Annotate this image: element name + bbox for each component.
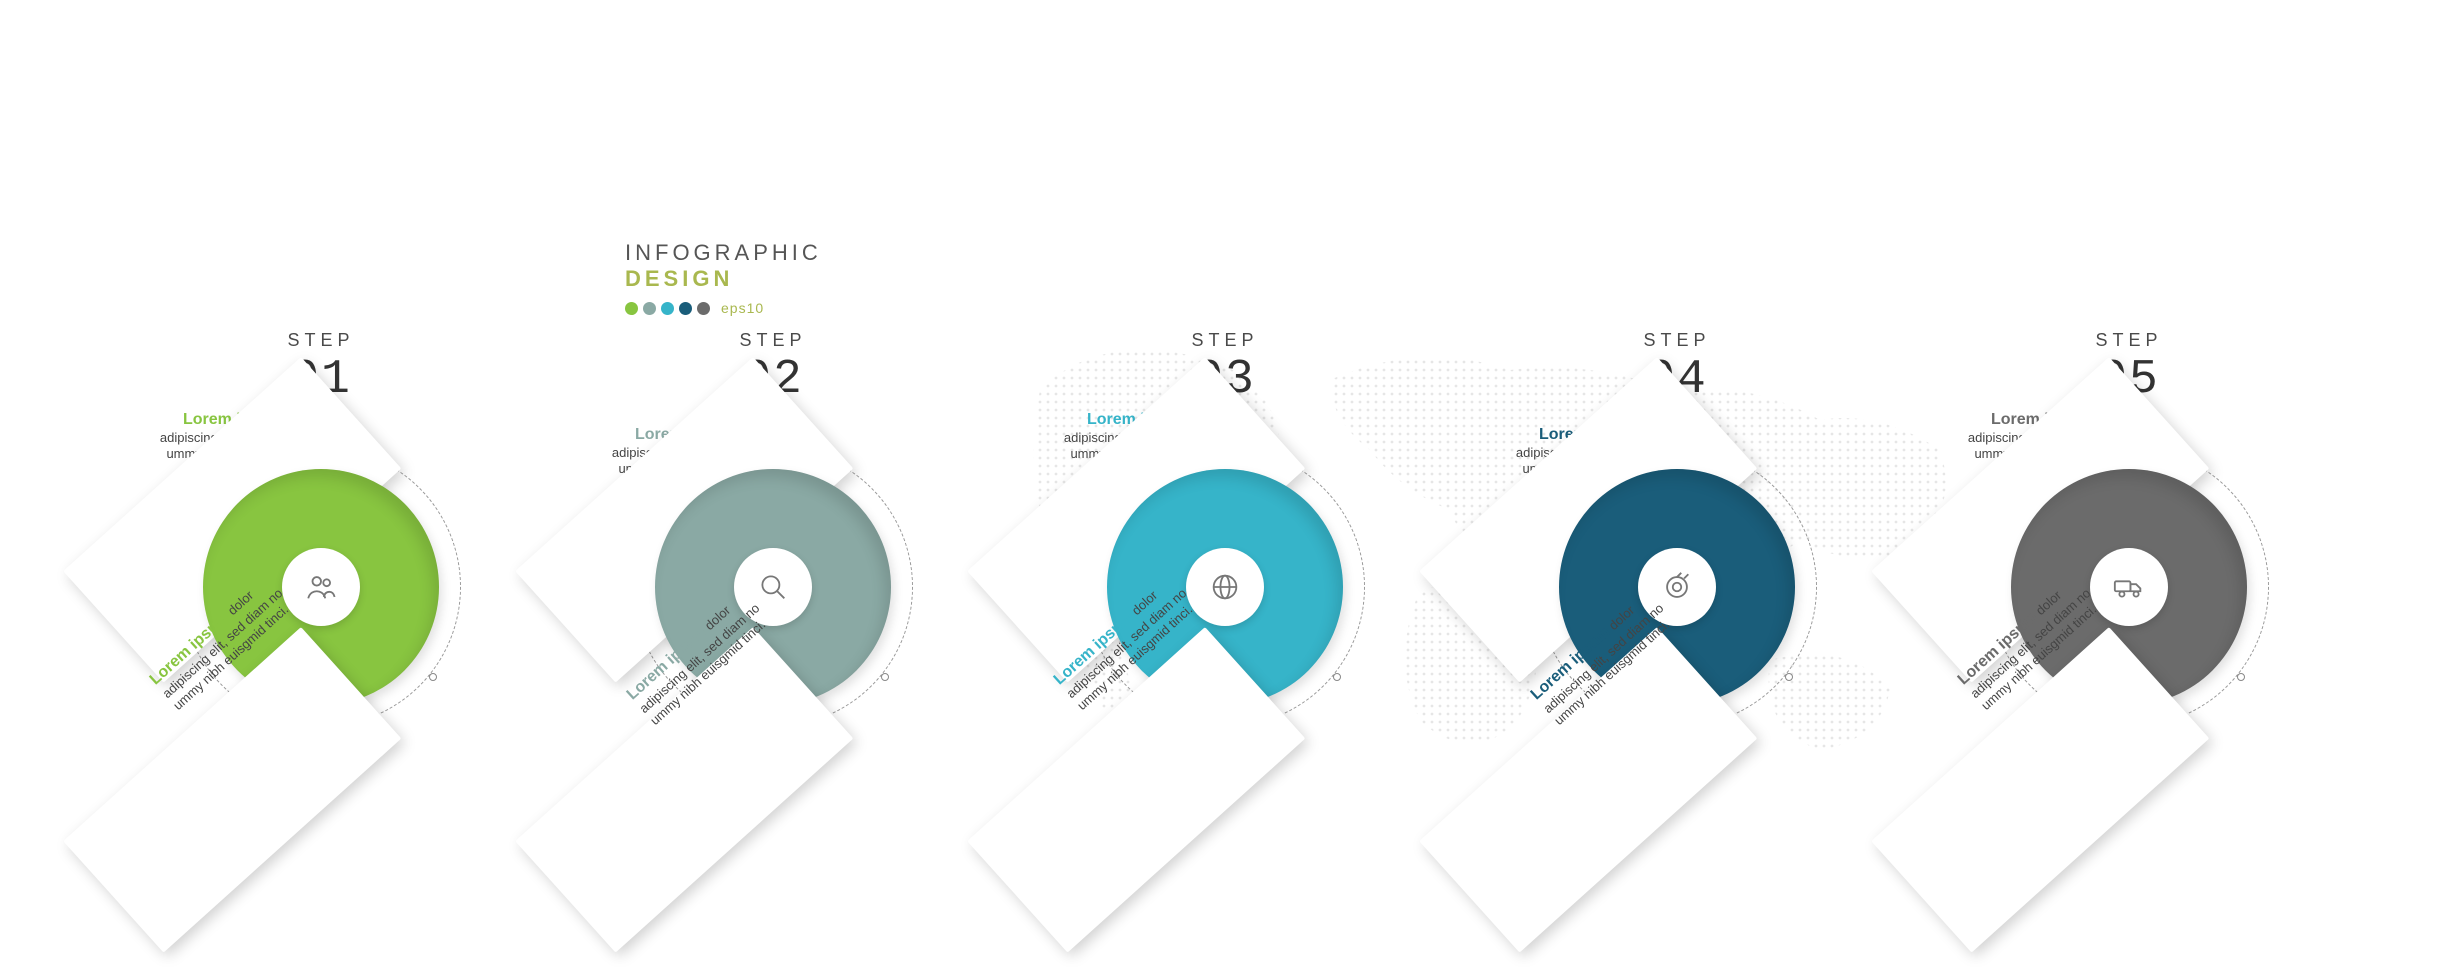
header-brand: INFOGRAPHIC DESIGN eps10	[625, 240, 822, 316]
step-label: STEP	[1944, 330, 2314, 351]
step-04: STEP 04 Lorem ipsum dolor adipiscing eli…	[1492, 330, 1862, 930]
step-label: STEP	[588, 330, 958, 351]
header-line2: DESIGN	[625, 266, 822, 292]
step-label: STEP	[136, 330, 506, 351]
header-dot	[661, 302, 674, 315]
header-line1: INFOGRAPHIC	[625, 240, 822, 266]
step-label: STEP	[1040, 330, 1410, 351]
eps-label: eps10	[721, 300, 764, 316]
step-02: STEP 02 Lorem ipsum dolor adipiscing eli…	[588, 330, 958, 930]
step-label: STEP	[1492, 330, 1862, 351]
ring-node	[1333, 673, 1341, 681]
step-05: STEP 05 Lorem ipsum dolor adipiscing eli…	[1944, 330, 2314, 930]
ring-node	[1785, 673, 1793, 681]
header-dot	[625, 302, 638, 315]
header-dots: eps10	[625, 300, 822, 316]
header-dot	[643, 302, 656, 315]
steps-row: STEP 01 Lorem ipsum dolor adipiscing eli…	[0, 330, 2450, 930]
ring-node	[881, 673, 889, 681]
header-dot	[697, 302, 710, 315]
header-dot	[679, 302, 692, 315]
step-03: STEP 03 Lorem ipsum dolor adipiscing eli…	[1040, 330, 1410, 930]
ring-node	[429, 673, 437, 681]
ring-node	[2237, 673, 2245, 681]
step-01: STEP 01 Lorem ipsum dolor adipiscing eli…	[136, 330, 506, 930]
